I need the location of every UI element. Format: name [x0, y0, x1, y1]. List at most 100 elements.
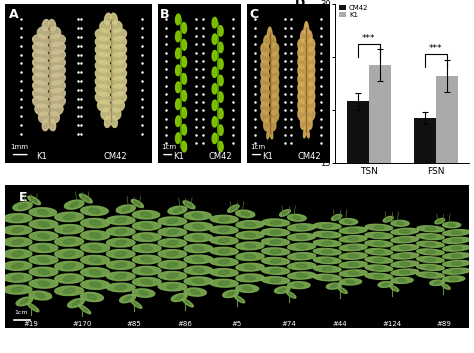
Ellipse shape	[141, 279, 153, 285]
Ellipse shape	[111, 116, 117, 127]
Ellipse shape	[280, 210, 291, 216]
Ellipse shape	[261, 43, 269, 56]
Ellipse shape	[331, 214, 342, 220]
Ellipse shape	[175, 295, 183, 300]
Ellipse shape	[365, 224, 392, 231]
Ellipse shape	[111, 13, 117, 24]
Ellipse shape	[64, 288, 75, 294]
Ellipse shape	[218, 108, 223, 119]
Ellipse shape	[182, 23, 187, 33]
Ellipse shape	[245, 254, 255, 259]
Ellipse shape	[270, 259, 281, 263]
Ellipse shape	[193, 268, 204, 273]
Ellipse shape	[33, 42, 49, 54]
Ellipse shape	[322, 233, 333, 237]
Ellipse shape	[301, 117, 306, 129]
Ellipse shape	[313, 231, 341, 238]
Ellipse shape	[212, 50, 217, 61]
Ellipse shape	[12, 287, 23, 292]
Ellipse shape	[338, 287, 347, 293]
Ellipse shape	[115, 274, 127, 279]
Ellipse shape	[141, 223, 153, 228]
Ellipse shape	[241, 212, 249, 216]
Ellipse shape	[184, 288, 206, 296]
Ellipse shape	[29, 243, 58, 252]
Ellipse shape	[3, 249, 32, 258]
Ellipse shape	[210, 258, 238, 266]
Ellipse shape	[346, 280, 355, 283]
Ellipse shape	[42, 19, 49, 30]
Ellipse shape	[79, 305, 91, 314]
Ellipse shape	[264, 119, 270, 131]
Ellipse shape	[374, 275, 384, 278]
Ellipse shape	[191, 290, 200, 294]
Ellipse shape	[271, 221, 281, 225]
Ellipse shape	[12, 251, 23, 257]
Ellipse shape	[218, 142, 223, 152]
Ellipse shape	[322, 241, 333, 245]
Ellipse shape	[175, 31, 181, 42]
Ellipse shape	[307, 47, 315, 60]
Ellipse shape	[64, 263, 75, 269]
Ellipse shape	[95, 29, 111, 41]
Ellipse shape	[139, 291, 148, 295]
Ellipse shape	[111, 100, 124, 112]
Ellipse shape	[119, 294, 136, 303]
Ellipse shape	[55, 286, 83, 295]
Ellipse shape	[90, 282, 101, 287]
Text: 1cm: 1cm	[14, 310, 27, 316]
Ellipse shape	[158, 261, 187, 269]
Ellipse shape	[111, 68, 127, 80]
Ellipse shape	[296, 235, 307, 239]
Ellipse shape	[42, 120, 49, 131]
Ellipse shape	[365, 240, 392, 247]
Ellipse shape	[79, 194, 92, 203]
Text: K1: K1	[36, 152, 47, 161]
Ellipse shape	[288, 243, 316, 250]
Ellipse shape	[184, 266, 213, 275]
Ellipse shape	[307, 56, 315, 69]
Ellipse shape	[55, 212, 83, 222]
Ellipse shape	[182, 40, 187, 50]
Ellipse shape	[167, 273, 178, 278]
Ellipse shape	[417, 249, 444, 255]
Ellipse shape	[245, 244, 255, 248]
Text: 1cm: 1cm	[250, 144, 265, 150]
Ellipse shape	[270, 85, 279, 97]
Ellipse shape	[307, 117, 312, 129]
Ellipse shape	[270, 27, 273, 38]
Ellipse shape	[167, 230, 178, 234]
Ellipse shape	[261, 77, 269, 89]
Text: #85: #85	[127, 321, 141, 327]
Ellipse shape	[89, 208, 100, 214]
Ellipse shape	[95, 37, 111, 48]
Ellipse shape	[400, 246, 410, 250]
Ellipse shape	[3, 226, 32, 235]
Ellipse shape	[175, 116, 181, 126]
Ellipse shape	[236, 210, 255, 218]
Ellipse shape	[29, 208, 56, 217]
Ellipse shape	[182, 107, 187, 118]
Ellipse shape	[288, 224, 316, 231]
Ellipse shape	[307, 100, 315, 112]
Ellipse shape	[98, 100, 111, 112]
Ellipse shape	[64, 227, 75, 232]
Ellipse shape	[131, 199, 144, 208]
Ellipse shape	[168, 206, 187, 214]
Text: #19: #19	[23, 321, 38, 327]
Ellipse shape	[286, 292, 296, 298]
Ellipse shape	[49, 58, 65, 69]
Ellipse shape	[298, 108, 306, 121]
Ellipse shape	[383, 216, 393, 222]
Ellipse shape	[210, 247, 238, 255]
Ellipse shape	[451, 254, 462, 257]
Ellipse shape	[13, 202, 32, 211]
Ellipse shape	[218, 42, 223, 53]
Ellipse shape	[18, 204, 27, 209]
Ellipse shape	[426, 227, 436, 231]
Ellipse shape	[219, 270, 229, 275]
Ellipse shape	[391, 261, 419, 267]
Ellipse shape	[182, 299, 193, 307]
Ellipse shape	[111, 84, 127, 96]
Ellipse shape	[235, 295, 245, 303]
